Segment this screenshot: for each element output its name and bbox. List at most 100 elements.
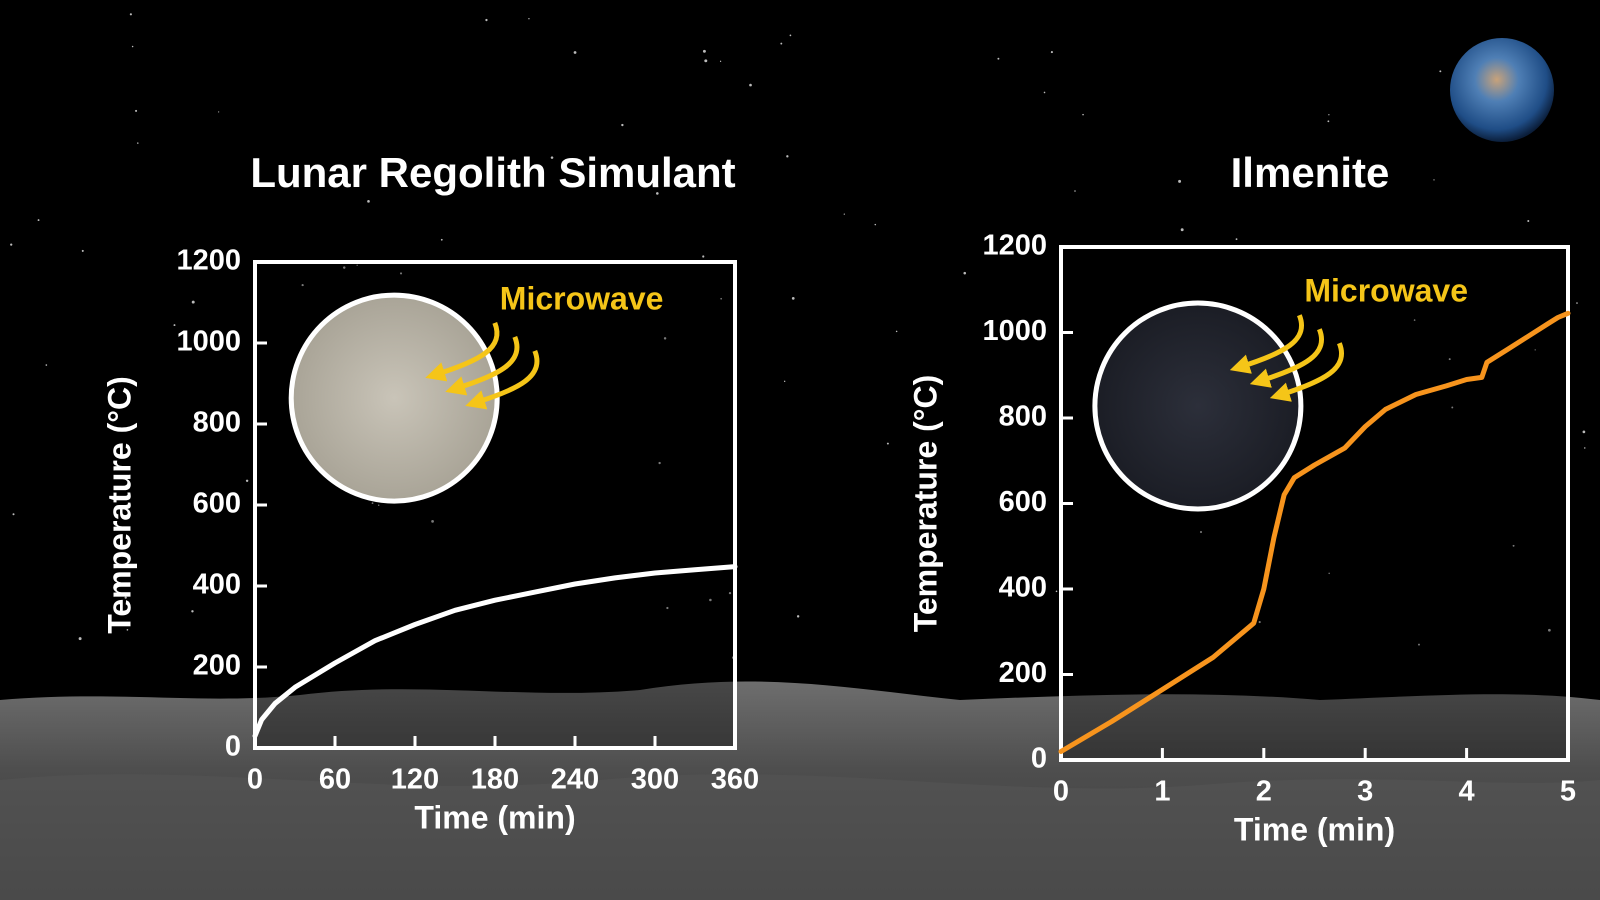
y-tick-label: 0	[225, 731, 241, 763]
star	[1043, 91, 1046, 94]
annotation: Microwave	[500, 280, 664, 316]
star	[1433, 179, 1435, 181]
star	[371, 502, 374, 505]
star	[663, 337, 667, 340]
star	[1584, 447, 1586, 449]
data-line	[252, 564, 738, 739]
x-tick-label: 0	[1053, 776, 1069, 808]
star	[719, 60, 722, 62]
star	[963, 271, 967, 275]
star	[173, 324, 176, 327]
y-tick-label: 600	[999, 486, 1047, 518]
star	[78, 637, 82, 641]
star	[126, 629, 129, 631]
star	[1178, 179, 1182, 183]
star	[1439, 70, 1442, 73]
star	[1328, 114, 1330, 116]
star	[666, 606, 669, 610]
microwave-arrow	[465, 349, 540, 410]
star	[704, 59, 708, 63]
microwave-arrow	[1229, 314, 1304, 374]
star	[702, 49, 706, 53]
star	[658, 461, 661, 465]
y-tick-label: 1200	[176, 245, 241, 277]
y-tick-label: 0	[1031, 743, 1047, 775]
star	[656, 192, 659, 195]
star	[440, 238, 443, 241]
x-tick-label: 60	[319, 764, 351, 796]
star	[431, 519, 434, 523]
microwave-arrow	[1269, 342, 1344, 402]
annotation: Microwave	[1304, 273, 1468, 309]
chart-title: Lunar Regolith Simulant	[250, 149, 735, 196]
x-tick-label: 0	[247, 764, 263, 796]
y-tick-label: 1200	[982, 230, 1047, 262]
star	[997, 57, 1000, 60]
star	[1050, 51, 1053, 54]
x-tick-label: 240	[551, 764, 599, 796]
star	[874, 223, 877, 226]
x-tick-label: 3	[1357, 776, 1373, 808]
star	[356, 264, 358, 266]
star	[573, 51, 577, 54]
star	[796, 615, 800, 618]
y-tick-label: 400	[193, 569, 241, 601]
star	[1258, 620, 1261, 624]
star	[137, 142, 139, 144]
star	[124, 596, 127, 599]
y-tick-label: 1000	[982, 315, 1047, 347]
star	[245, 479, 249, 483]
star	[485, 18, 488, 22]
y-tick-label: 800	[193, 407, 241, 439]
star	[12, 513, 15, 516]
x-tick-label: 120	[391, 764, 439, 796]
star	[131, 45, 134, 48]
data-line	[1058, 310, 1571, 754]
star	[720, 297, 723, 300]
star	[1576, 302, 1578, 304]
y-tick-label: 800	[999, 401, 1047, 433]
star	[1413, 319, 1416, 321]
star	[1534, 349, 1536, 351]
moon-ridge	[0, 774, 1600, 900]
star	[528, 18, 530, 20]
star	[728, 592, 732, 595]
star	[843, 213, 845, 215]
sample-image	[1092, 300, 1304, 512]
x-tick-label: 4	[1459, 776, 1475, 808]
star	[45, 364, 48, 366]
star	[37, 219, 40, 221]
star	[1548, 628, 1551, 632]
star	[1582, 430, 1586, 434]
x-tick-label: 2	[1256, 776, 1272, 808]
star	[783, 380, 786, 383]
star	[621, 123, 624, 127]
y-tick-label: 400	[999, 572, 1047, 604]
star	[749, 83, 752, 87]
star	[1327, 120, 1330, 123]
x-tick-label: 5	[1560, 776, 1576, 808]
star	[791, 297, 795, 300]
star	[1418, 643, 1420, 646]
star	[1074, 190, 1076, 192]
y-axis-label: Temperature (°C)	[907, 375, 943, 633]
x-tick-label: 300	[631, 764, 679, 796]
star	[10, 243, 13, 246]
star	[191, 300, 195, 304]
y-axis-label: Temperature (°C)	[101, 376, 137, 634]
star	[1448, 358, 1451, 361]
x-tick-label: 180	[471, 764, 519, 796]
x-axis-label: Time (min)	[414, 799, 575, 835]
sample-image	[288, 292, 500, 504]
star	[1199, 530, 1203, 534]
star	[81, 249, 84, 252]
star	[895, 330, 898, 333]
star	[780, 42, 783, 45]
star	[301, 283, 304, 287]
star	[1235, 238, 1238, 241]
x-tick-label: 360	[711, 764, 759, 796]
star	[377, 504, 380, 506]
chart-title: Ilmenite	[1231, 149, 1390, 196]
star	[135, 109, 138, 112]
star	[367, 200, 370, 203]
